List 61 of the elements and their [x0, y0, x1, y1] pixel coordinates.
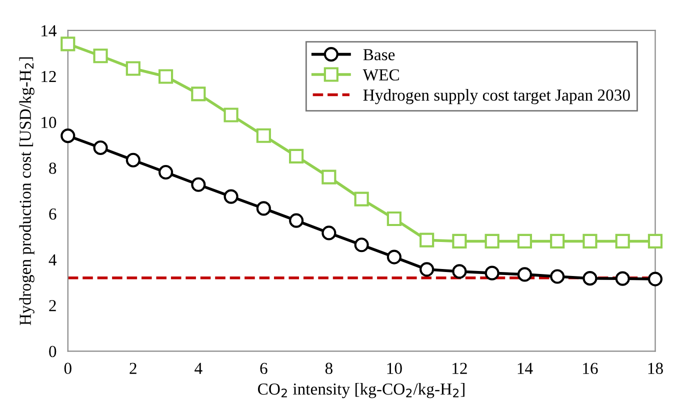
point — [126, 61, 140, 76]
point — [354, 238, 369, 252]
point — [550, 234, 565, 249]
point — [386, 211, 402, 226]
x-tick-label: 10 — [387, 362, 402, 374]
x-tick-label: 18 — [648, 362, 663, 374]
point — [256, 201, 271, 216]
point — [126, 152, 140, 168]
point — [158, 69, 174, 84]
point — [322, 170, 336, 184]
point — [648, 272, 663, 286]
x-tick-label: 8 — [325, 362, 332, 374]
y-tick-label: 14 — [42, 25, 57, 36]
legend-label: Base — [363, 49, 395, 60]
x-tick-label: 0 — [64, 362, 72, 374]
point — [289, 148, 304, 164]
point — [322, 226, 336, 240]
point — [256, 128, 271, 143]
point — [224, 189, 238, 204]
point — [648, 234, 663, 249]
point — [582, 271, 598, 286]
point — [191, 86, 206, 102]
y-tick-label: 10 — [42, 116, 56, 128]
point — [354, 192, 369, 206]
point — [484, 266, 500, 280]
point — [224, 108, 238, 122]
point — [191, 177, 206, 192]
point — [158, 164, 174, 180]
y-tick-label: 2 — [49, 300, 56, 312]
x-tick-label: 2 — [130, 362, 136, 374]
y-tick-label: 4 — [48, 254, 57, 266]
x-tick-label: 16 — [583, 362, 598, 374]
x-tick-label: 14 — [518, 362, 533, 374]
y-axis-title: Hydrogen production cost [USD/kg-H$_{2}$] — [19, 57, 34, 326]
y-tick-label: 12 — [42, 71, 56, 82]
y-tick-label: 6 — [49, 208, 56, 220]
point — [452, 234, 467, 249]
x-tick-label: 4 — [194, 362, 202, 374]
point — [420, 262, 434, 277]
point — [93, 140, 108, 156]
y-tick-label: 0 — [49, 346, 56, 358]
x-axis-title: CO$_{2}$ intensity [kg-CO$_{2}$/kg-H$_{2}$] — [258, 382, 464, 398]
point — [60, 36, 76, 52]
point — [484, 234, 500, 249]
point — [452, 264, 467, 279]
point — [93, 48, 108, 64]
point — [582, 234, 598, 249]
x-tick-label: 6 — [260, 362, 268, 374]
point — [615, 271, 630, 286]
point — [386, 250, 402, 264]
y-tick-label: 8 — [49, 162, 56, 174]
point — [550, 269, 565, 284]
point — [615, 234, 630, 249]
point — [420, 232, 434, 248]
point — [60, 128, 76, 144]
point — [517, 267, 532, 282]
legend-label: WEC — [362, 69, 399, 81]
legend-label: Hydrogen supply cost target Japan 2030 — [363, 89, 630, 104]
point — [289, 213, 304, 228]
point — [517, 234, 532, 249]
x-tick-label: 12 — [452, 362, 467, 374]
